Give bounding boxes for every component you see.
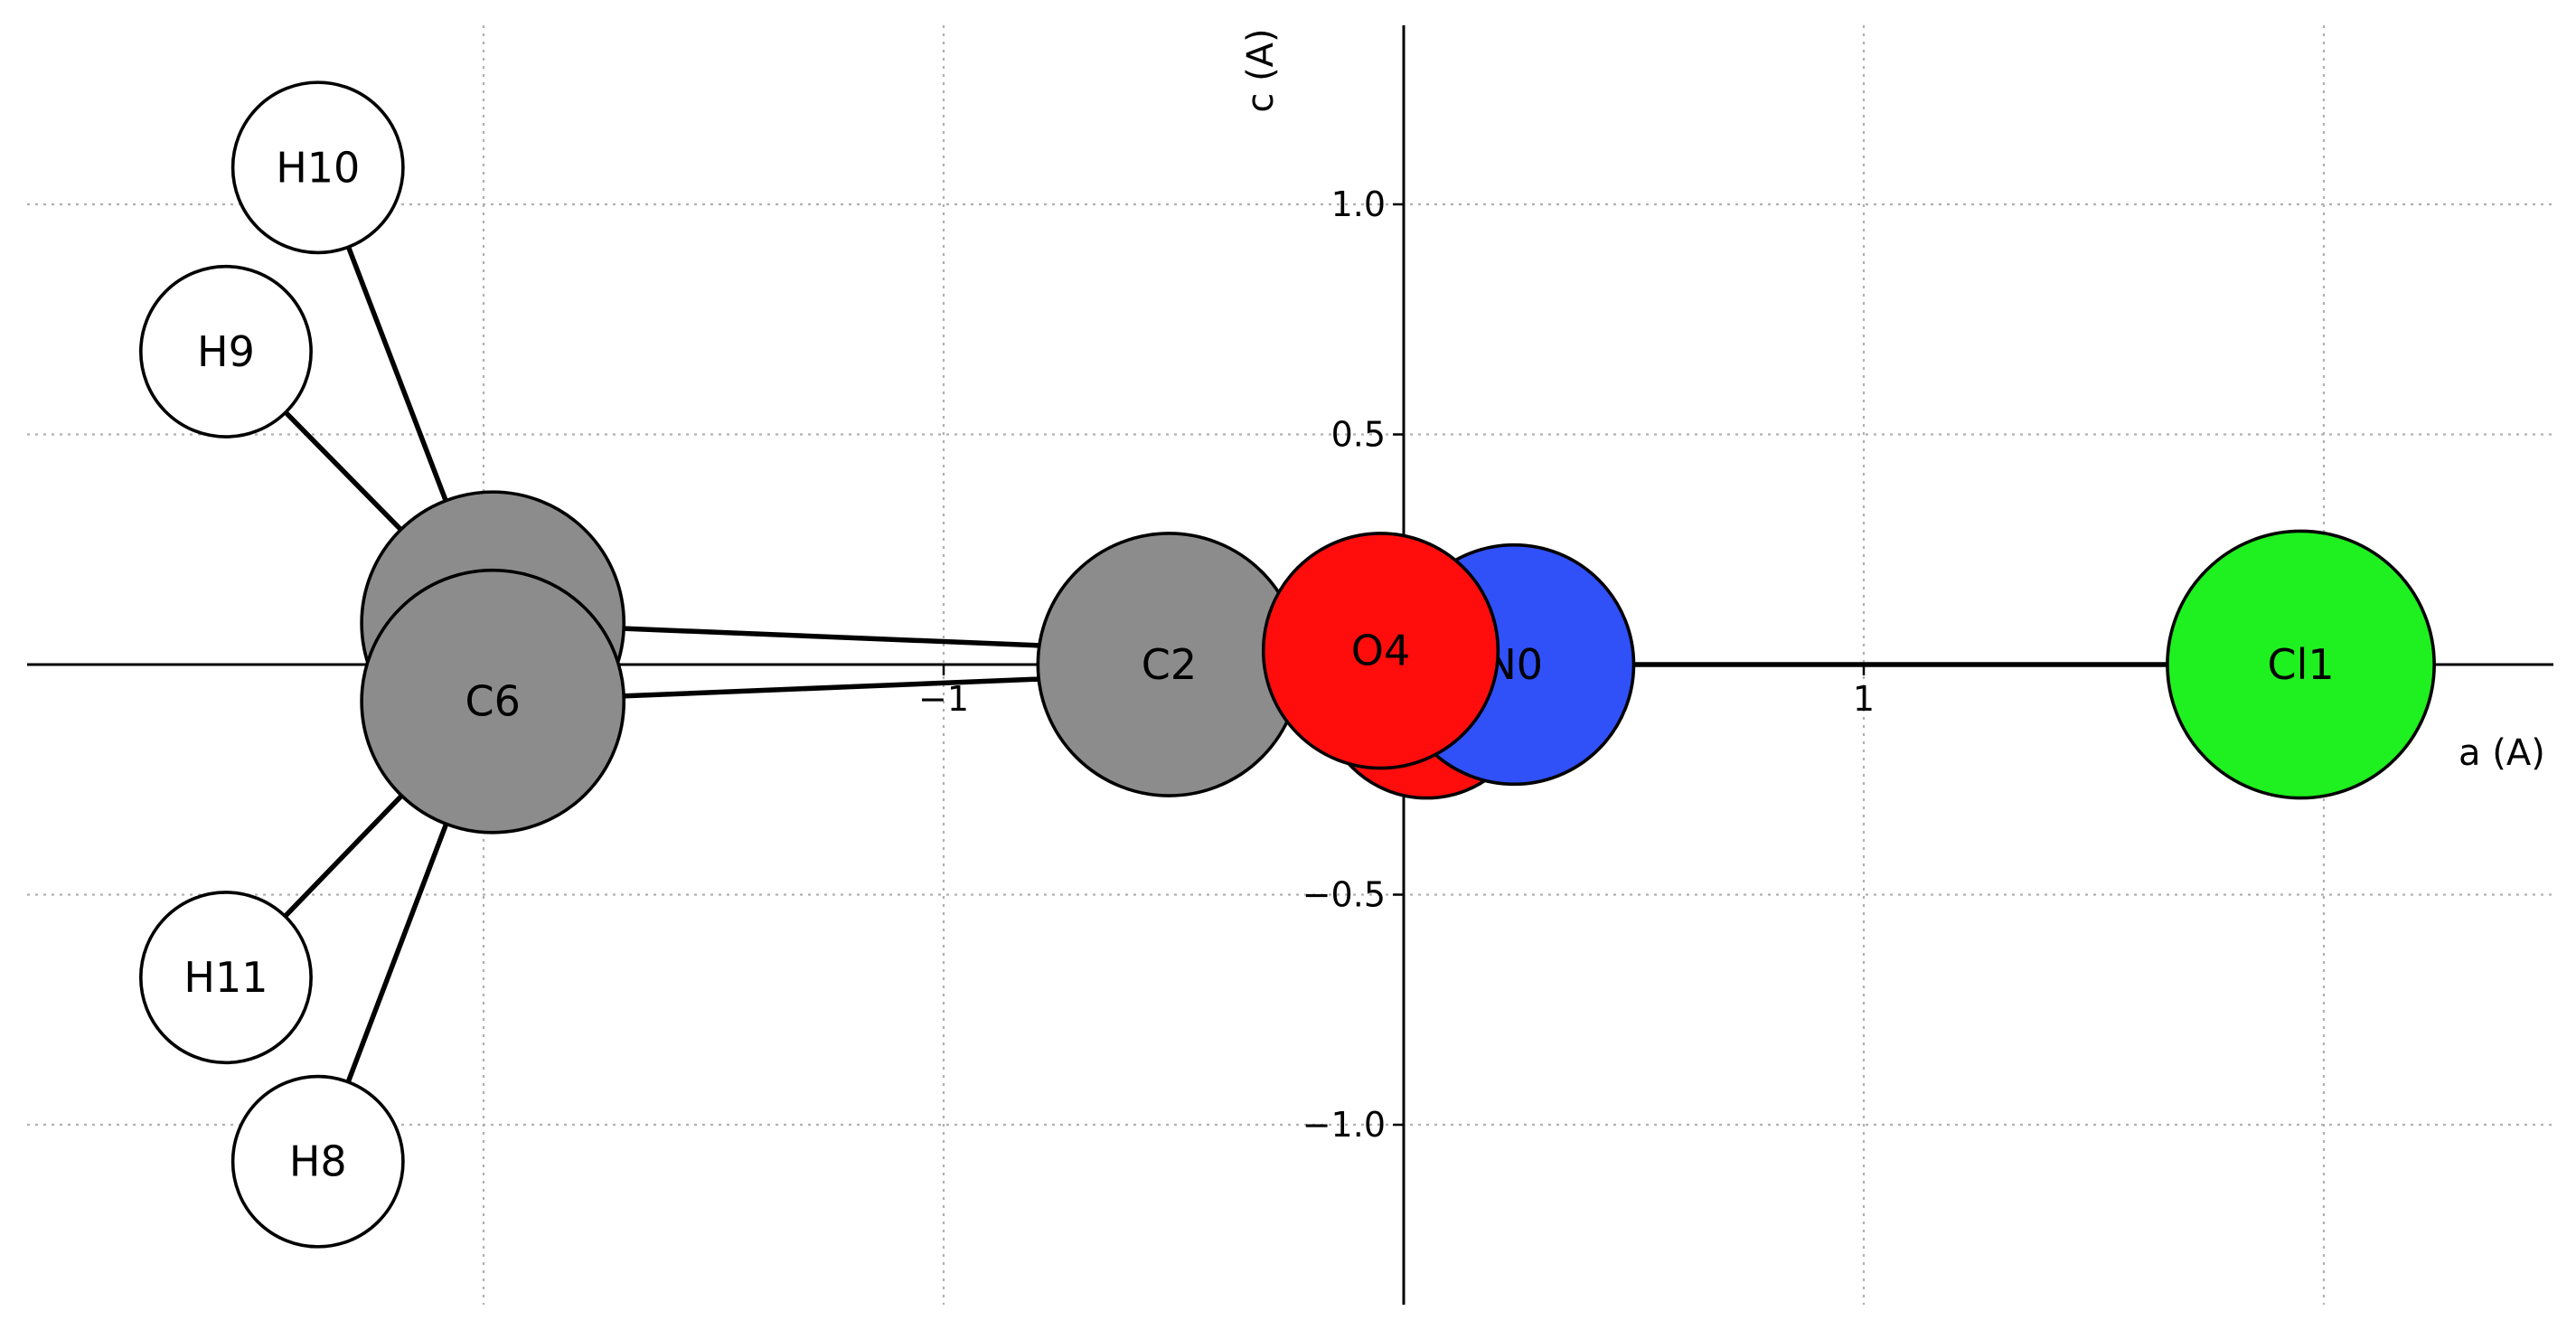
atom-label: H8 <box>289 1137 347 1186</box>
atom-c2: C2 <box>1036 532 1302 797</box>
atom-label: C2 <box>1142 640 1197 689</box>
atom-circle <box>360 568 626 835</box>
atom-label: C6 <box>465 677 520 726</box>
atom-label: Cl1 <box>2267 640 2334 689</box>
y-tick-label: 1.0 <box>1331 184 1386 224</box>
atom-h10: H10 <box>230 80 405 255</box>
atom-h11: H11 <box>138 891 313 1065</box>
atom-label: H9 <box>197 327 255 376</box>
atom-circle <box>230 1074 405 1249</box>
atom-c6: C6 <box>360 568 626 835</box>
atom-circle <box>138 891 313 1065</box>
atom-cl1: Cl1 <box>2166 529 2436 800</box>
atom-circle <box>1261 532 1500 770</box>
atom-h9: H9 <box>138 264 313 439</box>
x-tick-label: 1 <box>1853 679 1875 719</box>
atom-label: H10 <box>276 143 360 192</box>
atom-h8: H8 <box>230 1074 405 1249</box>
x-axis-label: a (A) <box>2458 732 2545 774</box>
grid-lines <box>27 25 2553 1305</box>
atom-label: O4 <box>1351 627 1410 675</box>
y-axis-label: c (A) <box>1240 28 1282 112</box>
y-tick-label: −0.5 <box>1302 875 1386 915</box>
atom-circle <box>230 80 405 255</box>
y-tick-label: −1.0 <box>1302 1105 1386 1145</box>
atom-circle <box>138 264 313 439</box>
atom-o4: O4 <box>1261 532 1500 770</box>
atom-circle <box>2166 529 2436 800</box>
y-tick-label: 0.5 <box>1331 415 1386 455</box>
axis-ticks: −1 11.00.5−0.5−1.0 <box>918 184 1875 1145</box>
atom-label: H11 <box>183 953 268 1002</box>
